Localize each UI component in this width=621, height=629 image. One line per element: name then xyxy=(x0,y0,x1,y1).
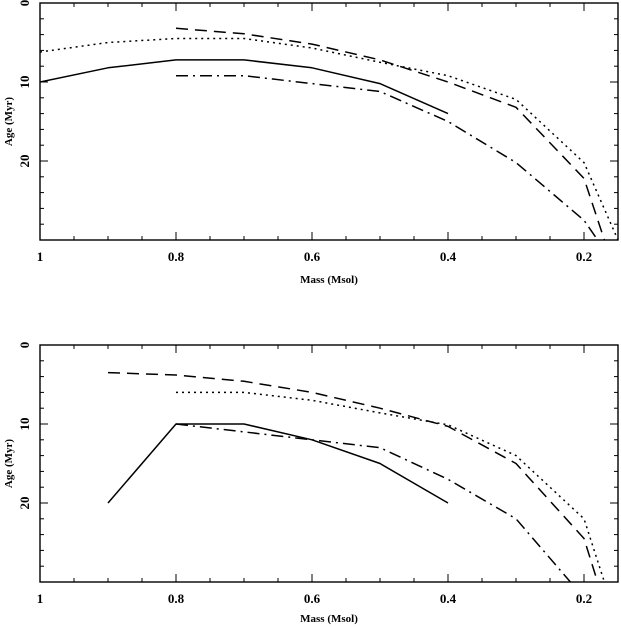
chart-0-series-dotted-line xyxy=(40,37,618,240)
chart-0-y-axis-label: Age (Myr) xyxy=(3,97,15,147)
chart-0-series-dashdot-line xyxy=(176,74,599,240)
chart-1-y-axis-label: Age (Myr) xyxy=(3,439,15,489)
chart-1-series-dashed-line xyxy=(107,371,599,582)
chart-1-y-tick-label: 20 xyxy=(17,497,32,510)
chart-1-x-tick-label: 0.2 xyxy=(576,591,592,606)
chart-1-series-dotted-line xyxy=(176,391,606,582)
chart-0-x-tick-label: 0.6 xyxy=(304,249,321,264)
chart-1-x-tick-label: 0.4 xyxy=(440,591,457,606)
chart-1-x-axis-label: Mass (Msol) xyxy=(300,613,358,625)
chart-1-y-tick-label: 0 xyxy=(17,342,32,349)
chart-0-x-tick-label: 1 xyxy=(37,249,44,264)
chart-0-x-tick-label: 0.2 xyxy=(576,249,592,264)
chart-1-x-tick-label: 0.8 xyxy=(168,591,185,606)
chart-1-y-tick-label: 10 xyxy=(17,418,32,431)
chart-1-x-tick-label: 1 xyxy=(37,591,44,606)
chart-0-x-tick-label: 0.4 xyxy=(440,249,457,264)
chart-0-plot-frame xyxy=(39,2,619,241)
chart-0-series-dashed-line xyxy=(175,27,606,240)
chart-0-y-tick-label: 20 xyxy=(17,155,32,168)
chart-panel-bottom: 1 0.8 0.6 0.4 0.2 0 10 20 Mass (Msol) Age (Myr) xyxy=(3,342,619,625)
chart-0-y-tick-label: 10 xyxy=(17,76,32,89)
chart-1-series-solid-line xyxy=(107,423,449,504)
chart-0-y-tick-label: 0 xyxy=(17,0,32,6)
chart-1-series-dashdot-line xyxy=(175,423,571,582)
chart-0-x-tick-label: 0.8 xyxy=(168,249,185,264)
chart-0-series-solid-line xyxy=(40,59,449,115)
chart-1-plot-frame xyxy=(39,344,619,583)
chart-1-x-tick-label: 0.6 xyxy=(304,591,321,606)
chart-panel-top: 1 0.8 0.6 0.4 0.2 0 10 20 Mass (Msol) Age (Myr) xyxy=(3,0,619,286)
chart-0-x-axis-label: Mass (Msol) xyxy=(300,274,358,286)
